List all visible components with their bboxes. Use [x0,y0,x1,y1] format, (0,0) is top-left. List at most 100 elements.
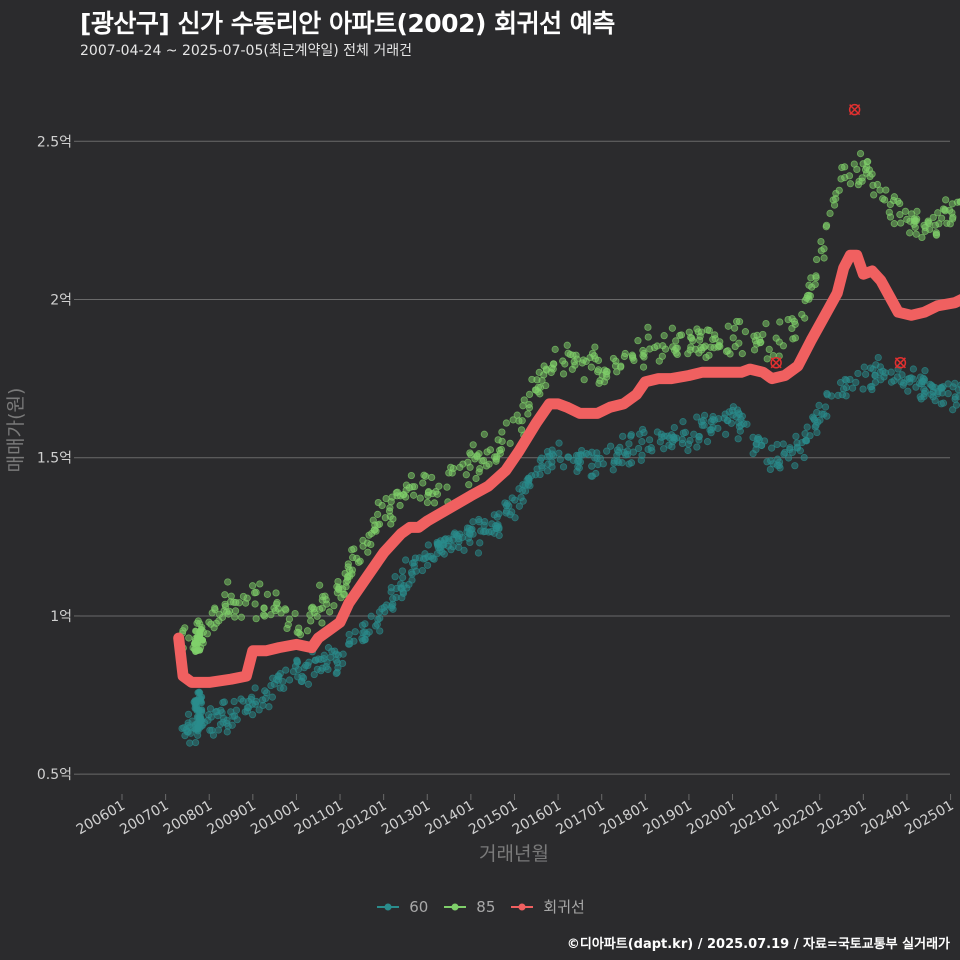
series-60-point [502,509,510,517]
series-85-point [291,609,299,618]
series-85-point [726,350,734,358]
series-60-point [703,438,712,446]
series-85-point [948,200,956,208]
series-60-point [458,533,466,542]
series-85-point [729,334,737,342]
series-60-point [220,698,228,706]
series-60-point [415,554,424,562]
series-85-point [196,646,204,654]
series-60-point [531,471,540,479]
series-85-point [582,357,590,365]
series-85-point [386,504,394,512]
series-60-point [196,717,203,725]
series-60-point [237,695,245,703]
x-tick-label: 200901 [205,798,259,839]
series-60-point [196,689,204,697]
series-85-point [422,472,430,480]
y-tick-label: 0.5억 [37,767,72,783]
series-60-point [298,677,306,685]
series-85-point [525,390,534,399]
series-85-point [318,619,326,627]
series-85-point [672,337,680,345]
series-85-point [396,501,404,510]
series-85-point [838,163,846,172]
series-85-point [695,336,704,344]
series-60-point [450,530,458,539]
series-85-point [341,569,349,578]
series-85-point [466,463,474,471]
series-60-point [917,395,925,403]
series-60-point [398,567,407,575]
series-60-point [625,440,633,448]
series-60-point [324,665,332,674]
series-60-point [220,714,228,722]
series-85-point [316,581,324,589]
series-85-point [388,493,396,501]
series-85-point [416,494,424,502]
series-85-point [650,343,659,352]
series-60-point [424,541,432,549]
series-85-point [890,220,898,228]
series-85-point [934,209,942,217]
series-60-point [282,666,290,674]
series-60-point [921,367,929,375]
series-85-point [668,324,676,332]
series-60-point [559,463,568,471]
series-85-point [634,337,642,345]
series-85-point [378,501,386,510]
series-85-point [448,469,456,477]
series-60-point [603,447,611,455]
series-60-point [198,706,206,714]
series-60-point [871,378,880,386]
series-60-point [849,384,857,392]
series-85-point [281,605,289,613]
series-85-point [456,463,464,471]
series-85-point [230,598,238,606]
series-60-point [251,684,259,692]
series-60-point [389,600,397,608]
series-60-point [359,629,367,637]
series-60-point [488,520,496,528]
series-85-point [564,349,572,357]
series-60-point [815,401,823,410]
series-60-point [684,446,692,455]
series-85-point [193,633,201,641]
series-85-point [897,219,905,227]
series-85-point [856,150,865,158]
series-60-point [345,640,353,648]
series-85-point [402,493,410,501]
series-60-point [909,365,917,373]
series-85-point [832,195,840,203]
series-85-point [864,158,872,166]
series-85-point [750,332,758,340]
outlier-cross [770,357,782,369]
series-60-point [214,712,222,720]
series-85-point [948,215,957,223]
series-60-point [695,433,703,441]
series-60-point [392,593,400,602]
series-85-point [496,449,504,458]
series-60-point [403,584,411,592]
series-60-point [382,601,391,609]
series-60-point [792,432,800,440]
series-85-point [803,294,811,302]
series-60-point [944,390,952,398]
series-60-point [402,556,410,564]
series-85-point [644,333,652,341]
series-85-point [524,410,532,418]
series-60-point [637,456,645,464]
series-85-point [705,351,713,359]
series-60-point [261,694,270,703]
series-60-point [376,627,384,635]
x-tick-label: 201701 [553,798,607,839]
series-60-point [367,612,375,620]
series-60-point [678,439,687,448]
series-85-point [697,346,706,354]
series-60-point [591,454,599,462]
x-tick-label: 201401 [423,798,477,839]
x-tick-label: 201301 [379,798,433,839]
series-85-point [948,209,956,217]
series-85-point [820,254,828,262]
series-60-point [693,413,701,421]
series-60-point [192,738,200,747]
